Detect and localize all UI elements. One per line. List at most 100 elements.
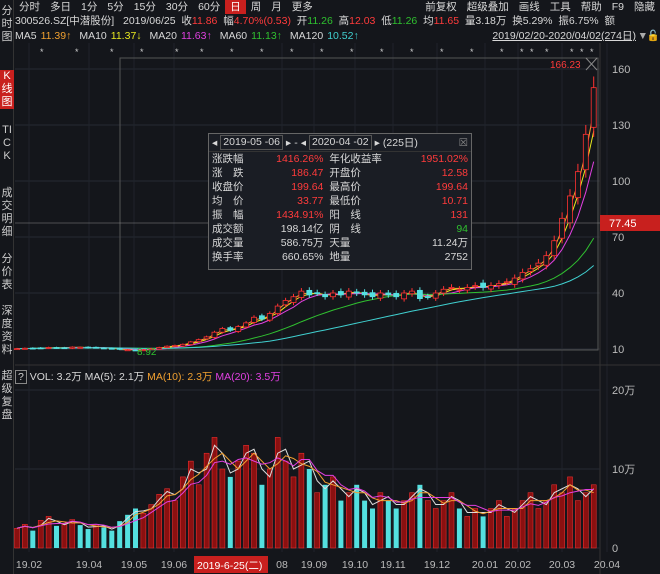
event-star-icon[interactable]: *: [470, 47, 474, 57]
candle[interactable]: [385, 292, 392, 296]
candle[interactable]: [179, 343, 186, 347]
menu-tool-6[interactable]: 隐藏: [634, 1, 655, 13]
event-star-icon[interactable]: *: [590, 47, 594, 57]
candle[interactable]: [369, 292, 376, 298]
candle[interactable]: [53, 347, 60, 349]
candle[interactable]: [416, 289, 423, 300]
event-star-icon[interactable]: *: [350, 47, 354, 57]
candle[interactable]: [164, 345, 171, 348]
candle[interactable]: [116, 347, 123, 350]
event-star-icon[interactable]: *: [530, 47, 534, 57]
sidebar-item-0[interactable]: 分时图: [1, 5, 13, 43]
sidebar-item-6[interactable]: 超级复盘: [1, 370, 13, 421]
candle[interactable]: [266, 313, 273, 321]
candle[interactable]: [575, 171, 581, 199]
candle[interactable]: [14, 348, 20, 351]
candle[interactable]: [211, 331, 218, 338]
candle[interactable]: [219, 328, 226, 333]
event-star-icon[interactable]: *: [500, 47, 504, 57]
candle[interactable]: [274, 305, 281, 314]
candle[interactable]: [472, 285, 479, 287]
candle[interactable]: [101, 347, 107, 350]
candle[interactable]: [45, 347, 52, 349]
prev-end-icon[interactable]: ◂: [300, 136, 306, 149]
candle[interactable]: [124, 349, 131, 352]
candle[interactable]: [235, 326, 242, 332]
candle[interactable]: [432, 292, 439, 299]
candle[interactable]: [590, 87, 597, 128]
candle[interactable]: [448, 286, 455, 289]
candle[interactable]: [543, 255, 550, 266]
event-star-icon[interactable]: *: [290, 47, 294, 57]
menu-tab-3[interactable]: 5分: [107, 1, 124, 13]
sidebar-item-1[interactable]: K线图: [0, 70, 14, 109]
candle[interactable]: [409, 290, 415, 295]
dropdown-icon[interactable]: ▼: [637, 30, 648, 42]
candle[interactable]: [322, 294, 329, 298]
candle[interactable]: [108, 347, 115, 350]
next-start-icon[interactable]: ▸: [285, 136, 292, 149]
candle[interactable]: [488, 285, 494, 290]
candle[interactable]: [361, 291, 368, 296]
candle[interactable]: [306, 289, 313, 296]
candle[interactable]: [290, 296, 297, 303]
prev-start-icon[interactable]: ◂: [212, 136, 218, 149]
candle[interactable]: [559, 217, 565, 239]
candle[interactable]: [172, 345, 178, 347]
candle[interactable]: [330, 292, 336, 298]
candle[interactable]: [251, 316, 257, 323]
candle[interactable]: [148, 348, 155, 351]
candle[interactable]: [85, 346, 91, 349]
candle[interactable]: [314, 292, 321, 295]
candle[interactable]: [243, 322, 250, 328]
candle[interactable]: [440, 288, 447, 294]
candle[interactable]: [195, 339, 202, 343]
sidebar-item-3[interactable]: 成交明细: [1, 187, 13, 238]
sidebar-item-5[interactable]: 深度资料: [1, 305, 13, 356]
event-star-icon[interactable]: *: [175, 47, 179, 57]
candle[interactable]: [519, 272, 526, 280]
event-star-icon[interactable]: *: [320, 47, 324, 57]
menu-tool-4[interactable]: 帮助: [580, 1, 602, 13]
candle[interactable]: [132, 349, 139, 352]
stock-code[interactable]: 300526.SZ[中潜股份]: [15, 15, 115, 27]
event-star-icon[interactable]: *: [520, 47, 524, 57]
end-date[interactable]: 2020-04 -02: [308, 135, 372, 150]
menu-tab-9[interactable]: 月: [271, 1, 282, 13]
candle[interactable]: [93, 346, 99, 349]
candle[interactable]: [37, 347, 44, 350]
menu-tab-8[interactable]: 周: [250, 1, 262, 13]
menu-tool-3[interactable]: 工具: [549, 1, 571, 13]
candle[interactable]: [140, 349, 147, 352]
sidebar-item-4[interactable]: 分价表: [1, 253, 13, 291]
event-star-icon[interactable]: *: [580, 47, 584, 57]
menu-tool-0[interactable]: 前复权: [425, 1, 457, 13]
candle[interactable]: [298, 290, 305, 298]
event-star-icon[interactable]: *: [230, 47, 234, 57]
candle[interactable]: [77, 346, 84, 349]
event-star-icon[interactable]: *: [410, 47, 414, 57]
date-range[interactable]: 2019/02/20-2020/04/02(274日): [492, 30, 636, 42]
sidebar-item-2[interactable]: TICK: [2, 124, 12, 162]
candle[interactable]: [535, 262, 542, 267]
candle[interactable]: [29, 347, 36, 350]
candle[interactable]: [203, 336, 210, 340]
menu-tab-4[interactable]: 15分: [133, 1, 156, 13]
candle[interactable]: [69, 346, 76, 349]
start-date[interactable]: 2019-05 -06: [220, 135, 283, 150]
selection-rect[interactable]: [119, 57, 599, 351]
candle[interactable]: [503, 281, 510, 284]
candle[interactable]: [345, 290, 352, 298]
candle[interactable]: [527, 268, 534, 272]
event-star-icon[interactable]: *: [440, 47, 444, 57]
candle[interactable]: [156, 347, 163, 350]
menu-tool-2[interactable]: 画线: [518, 1, 540, 13]
candle[interactable]: [582, 133, 589, 171]
candle[interactable]: [424, 296, 431, 298]
candle[interactable]: [480, 282, 487, 288]
candle[interactable]: [377, 292, 384, 299]
event-star-icon[interactable]: *: [570, 47, 574, 57]
candle[interactable]: [337, 291, 344, 296]
menu-tool-5[interactable]: F9: [611, 1, 624, 13]
menu-tab-10[interactable]: 更多: [291, 1, 313, 13]
